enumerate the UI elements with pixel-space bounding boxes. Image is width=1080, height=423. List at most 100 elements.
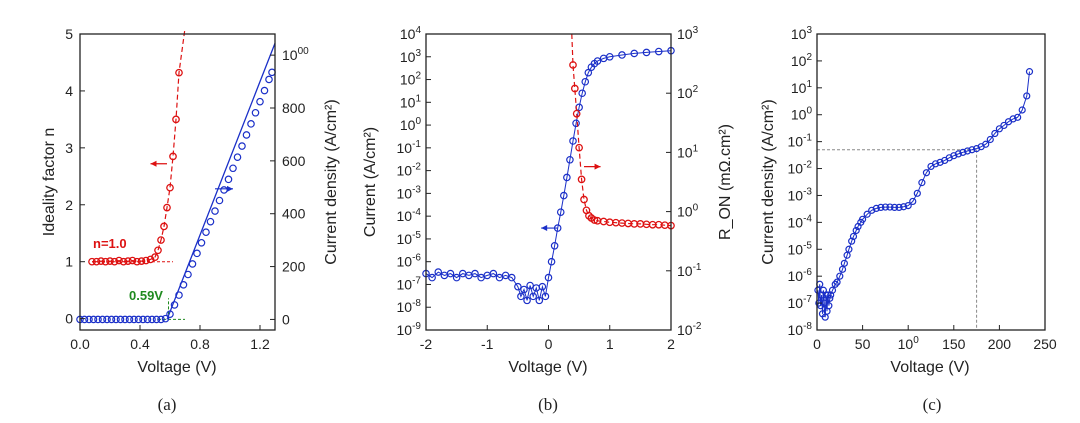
y-tick-label: 10-3 <box>788 186 813 203</box>
x-tick-label: -1 <box>481 336 494 352</box>
ron-point <box>577 175 586 184</box>
current-point <box>514 282 522 291</box>
current-point <box>886 203 894 211</box>
current-point <box>538 282 547 291</box>
current-point <box>197 238 206 247</box>
panel-c-ylabel: Current density (A/cm²) <box>760 99 777 264</box>
current-point <box>991 129 999 138</box>
y2-tick-label: 102 <box>677 84 699 101</box>
current-point <box>112 315 120 324</box>
x-tick-label: 0 <box>813 336 821 352</box>
current-point <box>103 315 111 324</box>
y2-tick-label: 1000 <box>282 46 309 63</box>
current-point <box>566 155 574 164</box>
ideality-point <box>119 257 128 266</box>
ron-point <box>569 61 577 69</box>
current-point <box>931 160 940 168</box>
current-point <box>161 314 170 323</box>
panel-c-plot-area <box>814 68 1034 330</box>
y-tick-label: 101 <box>791 79 813 96</box>
ron-point <box>572 109 581 118</box>
current-point <box>584 68 593 77</box>
current-point <box>452 273 461 282</box>
ron-point <box>590 216 599 224</box>
current-point <box>229 164 237 173</box>
current-point <box>98 315 107 324</box>
panel-a-ylabel: Ideality factor n <box>41 128 58 237</box>
current-point <box>833 278 841 286</box>
panel-b-ticks: -2 -1 0 1 2 10-9 10-8 10-7 10-6 10-5 10-4 10-3 10-2 1… <box>397 25 702 352</box>
current-point <box>913 189 921 197</box>
y-tick-label: 10-8 <box>397 298 422 315</box>
current-point <box>80 315 89 324</box>
current-point <box>206 217 215 226</box>
ron-point <box>570 84 579 93</box>
current-point <box>202 228 210 237</box>
ideality-point <box>166 183 174 192</box>
current-point <box>179 281 188 289</box>
panel-a-ticks: 0.0 0.4 0.8 1.2 0 1 2 3 4 5 0 200 400 600 800 1000 <box>65 26 309 352</box>
y2-tick-label: 0 <box>282 311 290 327</box>
current-point <box>890 203 899 211</box>
current-point <box>950 152 958 160</box>
current-point <box>1025 68 1034 76</box>
current-point <box>863 210 871 218</box>
y-tick-label: 10-1 <box>788 133 813 150</box>
y2-tick-label: 400 <box>282 206 306 222</box>
current-point <box>900 203 908 211</box>
y2-tick-label: 10-2 <box>677 321 702 338</box>
right-axis-arrow-icon <box>594 163 601 170</box>
panel-b-ylabel: Current (A/cm²) <box>362 127 379 237</box>
current-point <box>858 215 867 223</box>
current-point <box>572 119 580 128</box>
ideality-point <box>169 152 177 161</box>
y-tick-label: 10-6 <box>397 253 422 270</box>
panel-c-ticks: 0 50 100 150 200 250 10-8 10-7 10-6 10-5 10-4 10-3 1… <box>788 25 1057 352</box>
ideality-point <box>115 256 123 265</box>
ideality-line <box>92 28 186 263</box>
current-point <box>605 52 614 61</box>
current-point <box>507 273 516 282</box>
y2-tick-label: 200 <box>282 259 306 275</box>
current-point <box>826 294 834 302</box>
current-point <box>529 292 537 301</box>
current-point <box>94 315 102 324</box>
y2-tick-label: 100 <box>677 203 699 220</box>
left-axis-arrow-icon <box>541 225 548 232</box>
ideality-point <box>124 257 132 265</box>
y-tick-label: 10-7 <box>397 275 422 292</box>
current-point <box>107 315 116 324</box>
panel-b-caption: (b) <box>538 395 558 414</box>
current-point <box>630 49 639 58</box>
current-point <box>184 270 192 279</box>
current-point <box>1014 113 1022 121</box>
ideality-point <box>128 256 137 265</box>
ideality-point <box>106 257 114 265</box>
current-point <box>1023 92 1031 100</box>
panel-c-caption: (c) <box>923 395 942 414</box>
panel-b-y2label: R_ON (mΩ.cm²) <box>717 124 734 240</box>
y-tick-label: 2 <box>65 197 73 213</box>
right-axis-arrow-icon <box>227 185 233 192</box>
y2-tick-label: 600 <box>282 153 306 169</box>
ideality-point <box>154 246 162 255</box>
current-point <box>825 302 833 310</box>
panel-c-xlabel: Voltage (V) <box>890 359 969 376</box>
panel-b-xlabel: Voltage (V) <box>508 359 587 376</box>
current-point <box>578 89 586 98</box>
current-point <box>954 150 962 158</box>
left-axis-arrow-icon <box>150 160 157 167</box>
panel-a-y2label: Current density (A/cm²) <box>323 99 340 264</box>
current-point <box>489 269 498 278</box>
current-point <box>166 310 174 318</box>
y2-tick-label: 800 <box>282 100 306 116</box>
current-point <box>581 77 590 86</box>
current-point <box>840 259 848 267</box>
current-point <box>560 191 568 200</box>
current-point <box>152 315 161 324</box>
y2-tick-label: 10-1 <box>677 262 702 279</box>
y-tick-label: 102 <box>791 52 813 69</box>
current-point <box>593 57 602 65</box>
ideality-point <box>133 257 141 266</box>
